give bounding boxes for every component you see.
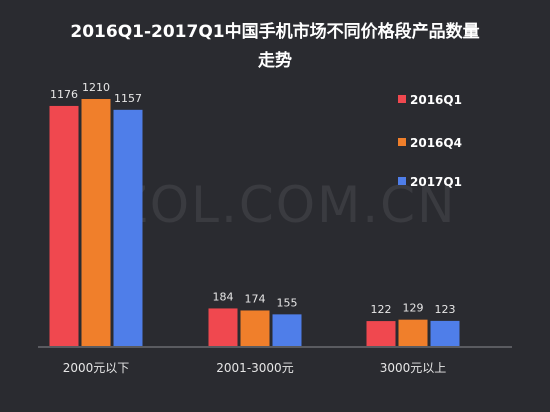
legend: 2016Q1 2016Q4 2017Q1 — [398, 93, 462, 189]
bar-value-label: 129 — [403, 302, 424, 315]
bar-value-label: 1176 — [50, 88, 78, 101]
bars-group: 1176 1210 1157 2000元以下 184 174 155 2001-3000元 12… — [49, 81, 460, 375]
legend-label-2016Q1: 2016Q1 — [410, 93, 462, 107]
legend-swatch-2016Q4 — [398, 138, 406, 146]
legend-label-2017Q1: 2017Q1 — [410, 175, 462, 189]
x-tick-label: 2001-3000元 — [216, 361, 293, 375]
watermark: ZOL.COM.CN — [114, 176, 457, 234]
legend-swatch-2016Q1 — [398, 95, 406, 103]
bar-value-label: 1210 — [82, 81, 110, 94]
chart-title-line1: 2016Q1-2017Q1中国手机市场不同价格段产品数量 — [70, 21, 479, 42]
bar-2017Q1-0 — [113, 109, 143, 347]
legend-swatch-2017Q1 — [398, 177, 406, 185]
bar-2016Q1-1 — [208, 308, 238, 346]
bar-value-label: 1157 — [114, 92, 142, 105]
bar-value-label: 123 — [435, 303, 456, 316]
bar-2017Q1-2 — [430, 320, 460, 346]
chart-title-line2: 走势 — [258, 50, 292, 71]
legend-label-2016Q4: 2016Q4 — [410, 136, 462, 150]
bar-2016Q4-0 — [81, 99, 111, 346]
bar-value-label: 184 — [213, 290, 234, 303]
x-tick-label: 2000元以下 — [63, 361, 130, 375]
bar-2017Q1-1 — [272, 314, 302, 346]
bar-2016Q1-0 — [49, 105, 79, 347]
bar-value-label: 155 — [277, 296, 298, 309]
bar-value-label: 122 — [371, 303, 392, 316]
bar-2016Q4-2 — [398, 319, 428, 346]
x-tick-label: 3000元以上 — [380, 361, 447, 375]
bar-2016Q4-1 — [240, 310, 270, 346]
bar-2016Q1-2 — [366, 321, 396, 346]
bar-value-label: 174 — [245, 292, 266, 305]
